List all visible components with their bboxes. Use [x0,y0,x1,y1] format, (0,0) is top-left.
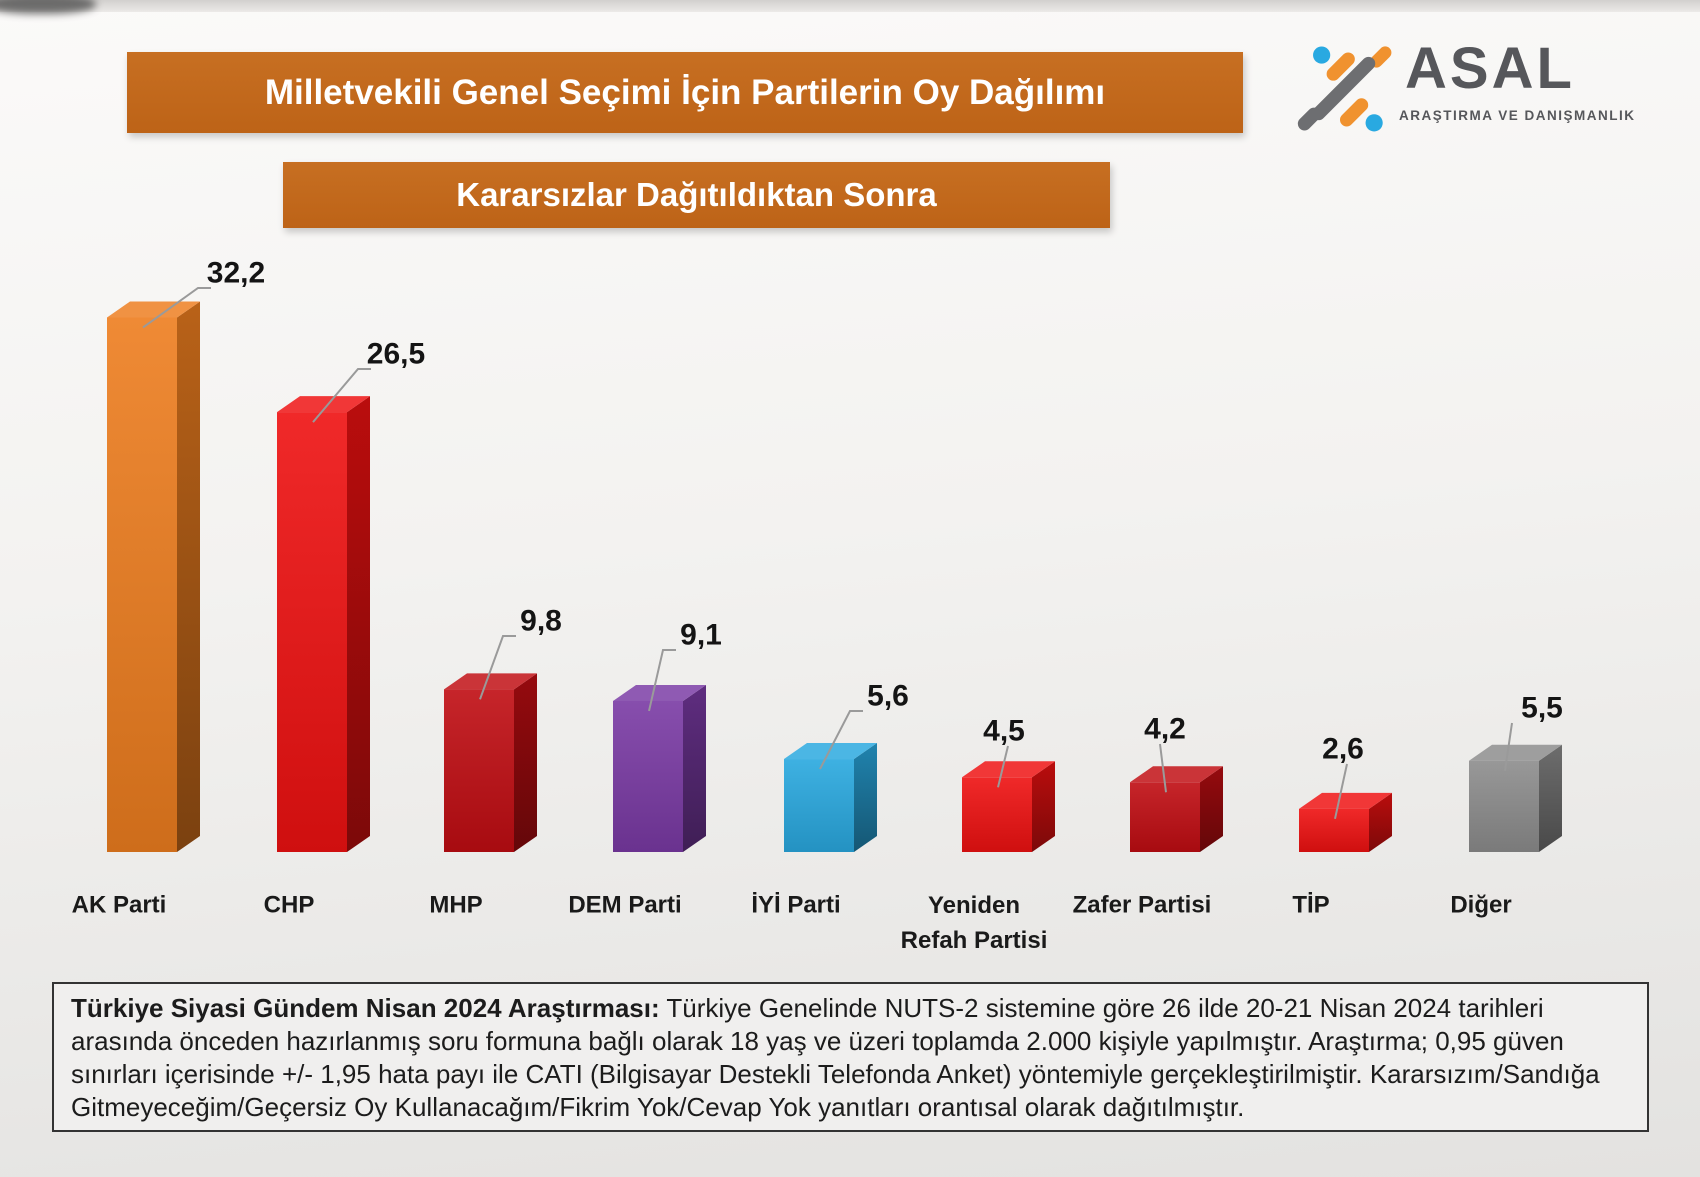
bar-side-face [1032,761,1055,852]
bar-front-face [1299,808,1369,852]
value-label: 4,5 [983,715,1025,748]
bar-side-face [1369,792,1392,852]
value-label: 9,1 [680,619,722,652]
bar-side-face [854,743,877,852]
methodology-note-body: Türkiye Genelinde NUTS-2 sistemine göre … [71,993,1600,1122]
bar-top-face [784,743,877,760]
bar-front-face [444,689,514,852]
logo-tagline: ARAŞTIRMA VE DANIŞMANLIK [1399,108,1636,123]
leader-line [1504,722,1513,771]
category-label: MHP [429,892,482,919]
bar-group-2: 9,8 MHP [429,605,562,919]
bar-front-face [107,317,177,853]
bar-top-face [962,761,1055,778]
leader-line [1334,763,1348,820]
bar-group-7: 2,6 TİP [1292,733,1392,919]
asal-logo: ASAL ARAŞTIRMA VE DANIŞMANLIK [1293,36,1693,140]
bar-group-0: 32,2 AK Parti [72,257,266,919]
value-label: 5,6 [867,680,909,713]
bar-top-face [107,301,200,318]
value-label: 26,5 [367,338,425,371]
category-label: TİP [1292,892,1329,919]
leader-line [312,368,371,423]
bar-front-face [1469,760,1539,852]
bar-group-6: 4,2 Zafer Partisi [1073,713,1223,919]
bar-side-face [1539,744,1562,852]
bar-side-face [177,301,200,853]
bar-group-3: 9,1 DEM Parti [568,619,722,919]
bar-group-4: 5,6 İYİ Parti [751,680,909,919]
leader-line [648,649,676,712]
leader-line [479,635,516,700]
bar-front-face [613,700,683,852]
bar-side-face [347,396,370,852]
bar-top-face [1469,744,1562,761]
bar-side-face [683,684,706,852]
top-corner-artifact [0,0,96,14]
category-label: AK Parti [72,892,167,919]
asal-logo-icon [1297,46,1392,132]
bar-top-face [1299,792,1392,809]
leader-line [997,745,1009,788]
bar-side-face [1200,766,1223,852]
methodology-note-lead: Türkiye Siyasi Gündem Nisan 2024 Araştır… [71,993,660,1023]
category-label: Zafer Partisi [1073,892,1212,919]
chart-title-banner: Milletvekili Genel Seçimi İçin Partileri… [127,52,1243,133]
category-label: İYİ Parti [751,892,840,919]
value-label: 4,2 [1144,713,1186,746]
category-label: DEM Parti [568,892,681,919]
category-label: Yeniden Refah Partisi [901,892,1048,954]
leader-line [1159,743,1167,793]
category-label: CHP [264,892,315,919]
bar-front-face [784,759,854,852]
logo-company-name: ASAL [1405,36,1575,101]
bar-front-face [277,412,347,852]
leader-line [819,710,863,770]
top-edge-band [0,0,1700,12]
value-label: 32,2 [207,257,265,290]
methodology-note: Türkiye Siyasi Gündem Nisan 2024 Araştır… [52,982,1649,1132]
bar-front-face [1130,782,1200,852]
bar-top-face [444,673,537,690]
bar-group-8: 5,5 Diğer [1450,692,1563,919]
bar-group-5: 4,5 Yeniden Refah Partisi [901,715,1055,954]
value-label: 9,8 [520,605,562,638]
bar-top-face [277,396,370,413]
leader-line [142,287,211,329]
category-label: Diğer [1450,892,1511,919]
bar-group-1: 26,5 CHP [264,338,426,919]
value-label: 5,5 [1521,692,1563,725]
bar-front-face [962,777,1032,852]
chart-subtitle-banner: Kararsızlar Dağıtıldıktan Sonra [283,162,1110,228]
value-label: 2,6 [1322,733,1364,766]
bar-side-face [514,673,537,852]
bar-top-face [613,684,706,701]
bar-top-face [1130,766,1223,783]
